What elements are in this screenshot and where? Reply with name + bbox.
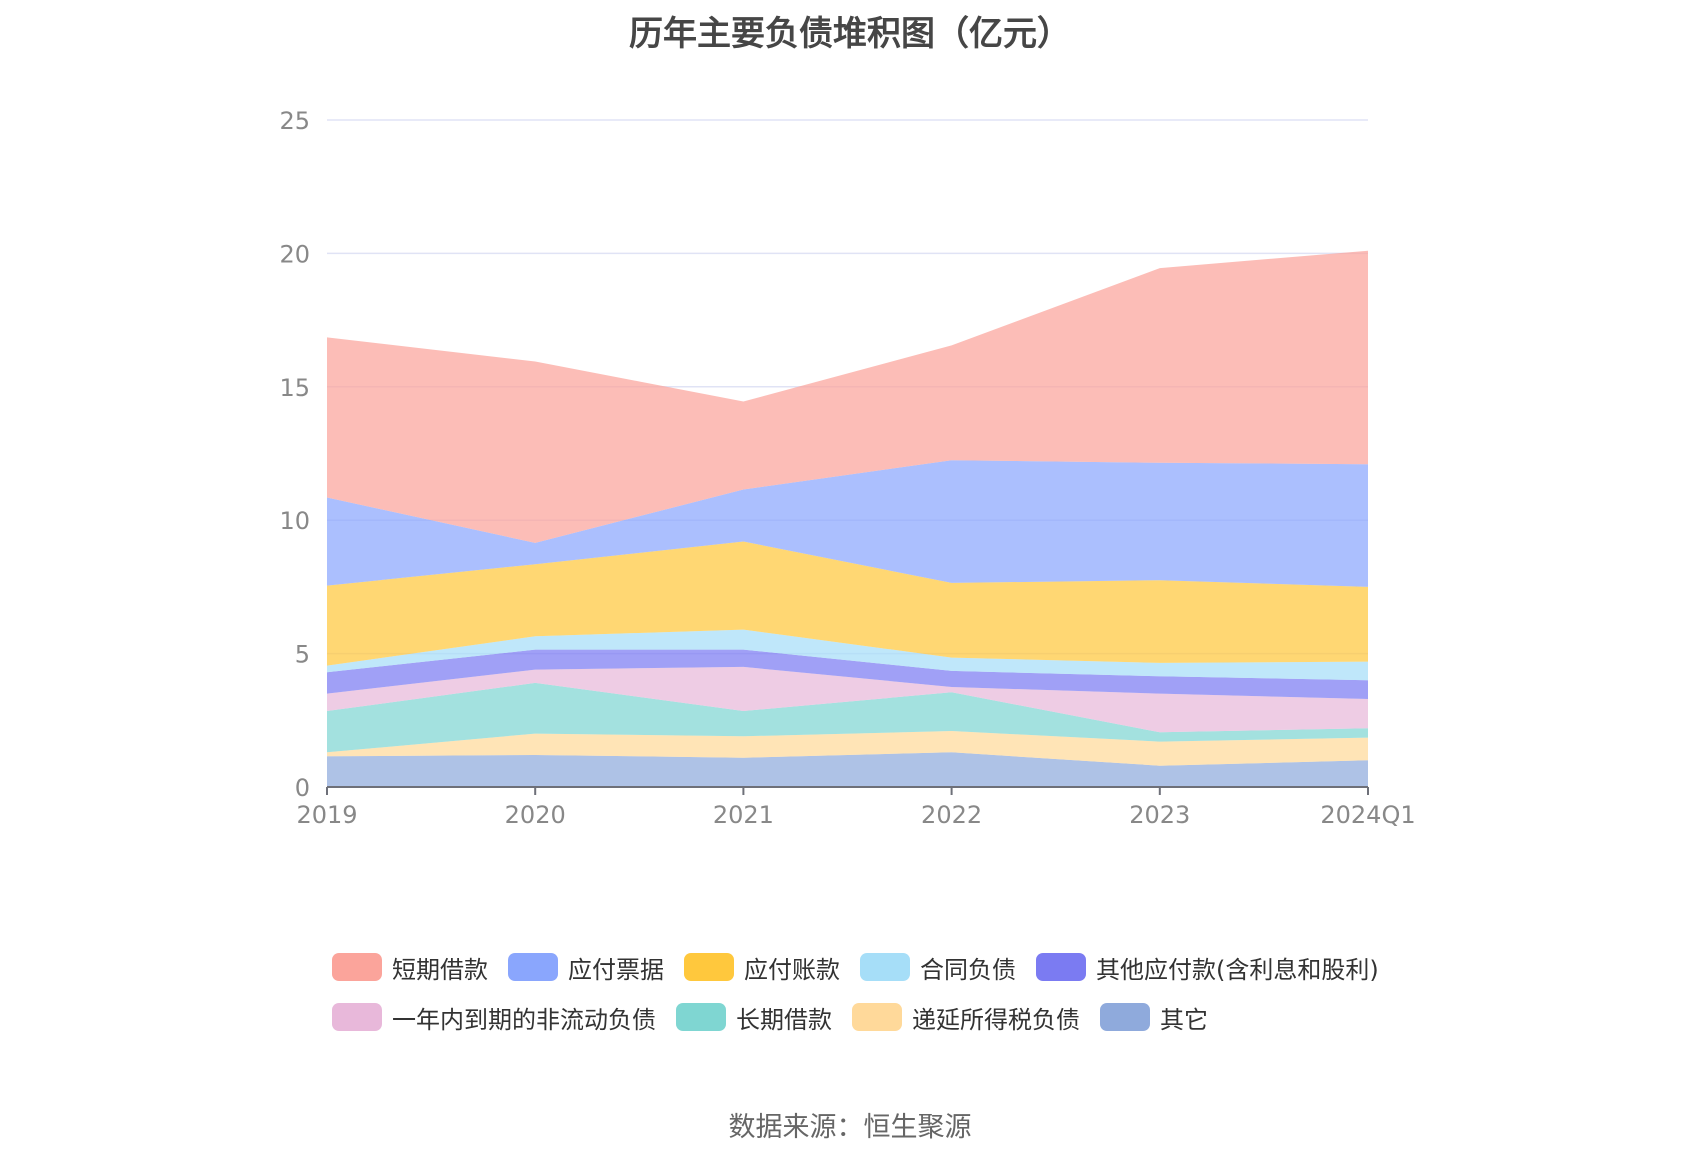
legend-label: 长期借款	[736, 1005, 832, 1034]
chart-legend: 短期借款 应付票据 应付账款 合同负债 其他应付款(含利息和股利) 一年内到期的非流动负债…	[332, 952, 1452, 1034]
legend-swatch	[852, 1003, 902, 1031]
legend-swatch	[508, 953, 558, 981]
legend-label: 短期借款	[392, 955, 488, 984]
legend-item[interactable]: 递延所得税负债	[852, 1002, 1080, 1034]
legend-item[interactable]: 一年内到期的非流动负债	[332, 1002, 656, 1034]
y-tick-label: 0	[295, 774, 310, 802]
area-layer	[327, 250, 1368, 787]
legend-item[interactable]: 其它	[1100, 1002, 1208, 1034]
legend-label: 应付账款	[744, 955, 840, 984]
y-tick-label: 20	[279, 240, 310, 268]
legend-row: 短期借款 应付票据 应付账款 合同负债 其他应付款(含利息和股利) 一年内到期的非流动负债…	[332, 952, 1452, 1034]
area-series-1	[327, 731, 1368, 766]
x-tick-label: 2023	[1129, 801, 1190, 829]
legend-swatch	[676, 1003, 726, 1031]
legend-item[interactable]: 应付账款	[684, 952, 840, 984]
area-series-7	[327, 460, 1368, 587]
area-series-5	[327, 629, 1368, 681]
legend-label: 其它	[1160, 1005, 1208, 1034]
legend-label: 合同负债	[920, 955, 1016, 984]
legend-label: 一年内到期的非流动负债	[392, 1005, 656, 1034]
legend-swatch	[1036, 953, 1086, 981]
chart-title: 历年主要负债堆积图（亿元）	[629, 14, 1071, 54]
legend-swatch	[332, 953, 382, 981]
legend-swatch	[1100, 1003, 1150, 1031]
axis-layer: 0 5 10 15 20 25 2019 2020 2021 2022 2023 2024Q1	[279, 107, 1415, 829]
y-tick-label: 5	[295, 641, 310, 669]
x-tick-label: 2020	[505, 801, 566, 829]
area-series-4	[327, 649, 1368, 699]
legend-item[interactable]: 合同负债	[860, 952, 1016, 984]
legend-swatch	[332, 1003, 382, 1031]
legend-label: 递延所得税负债	[912, 1005, 1080, 1034]
legend-item[interactable]: 短期借款	[332, 952, 488, 984]
legend-swatch	[684, 953, 734, 981]
legend-label: 其他应付款(含利息和股利)	[1096, 955, 1379, 984]
legend-item[interactable]: 其他应付款(含利息和股利)	[1036, 952, 1379, 984]
area-series-2	[327, 682, 1368, 753]
legend-item[interactable]: 长期借款	[676, 1002, 832, 1034]
area-series-3	[327, 666, 1368, 733]
area-series-0	[327, 752, 1368, 787]
legend-swatch	[860, 953, 910, 981]
source-note: 数据来源：恒生聚源	[728, 1112, 972, 1143]
y-tick-label: 15	[279, 374, 310, 402]
x-tick-label: 2024Q1	[1320, 801, 1415, 829]
area-series-8	[327, 250, 1368, 543]
legend-item[interactable]: 应付票据	[508, 952, 664, 984]
x-tick-label: 2021	[713, 801, 774, 829]
y-tick-label: 10	[279, 507, 310, 535]
y-tick-label: 25	[279, 107, 310, 135]
legend-label: 应付票据	[568, 955, 664, 984]
x-tick-label: 2022	[921, 801, 982, 829]
x-tick-label: 2019	[296, 801, 357, 829]
area-series-6	[327, 541, 1368, 666]
